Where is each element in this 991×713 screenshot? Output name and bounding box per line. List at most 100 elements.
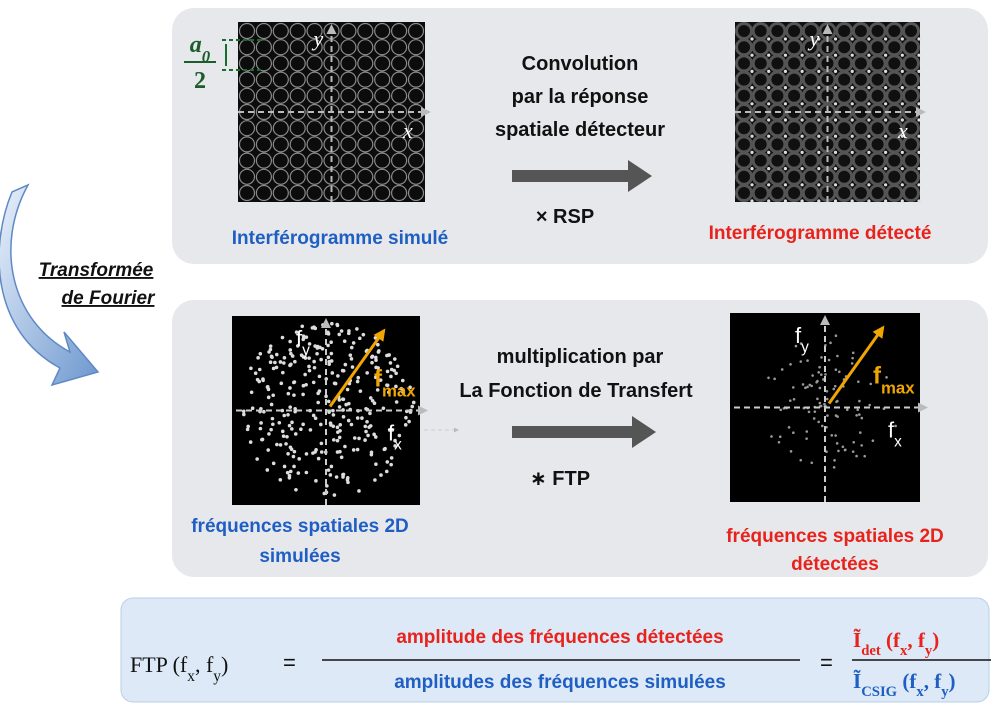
fringe-dot <box>901 183 904 186</box>
frequency-dot <box>261 379 265 383</box>
fringe-dot <box>901 86 904 89</box>
frequency-dot <box>312 325 316 329</box>
frequency-dot <box>290 421 294 425</box>
fringe-dot <box>767 151 770 154</box>
fringe-dot <box>767 135 770 138</box>
fringe-dot <box>917 199 920 202</box>
frequency-dot <box>302 334 306 338</box>
frequency-dot <box>352 341 356 345</box>
operation-text: multiplication par <box>497 346 664 368</box>
frequency-dot <box>389 463 393 467</box>
fringe-dot <box>851 151 854 154</box>
frequency-dot <box>290 427 294 431</box>
frequency-dot <box>370 361 374 365</box>
frequency-dot <box>255 457 259 461</box>
subscript: y <box>302 342 310 359</box>
frequency-dot <box>820 373 823 376</box>
frequency-dot <box>338 423 342 427</box>
frequency-dot <box>292 465 296 469</box>
side-label: de Fourier <box>62 288 157 309</box>
fringe-dot <box>834 151 837 154</box>
fringe-dot <box>801 37 804 40</box>
fringe-dot <box>784 135 787 138</box>
fringe-dot <box>767 54 770 57</box>
frequency-dot <box>301 393 305 397</box>
fringe-dot <box>867 167 870 170</box>
frequency-dot <box>266 468 270 472</box>
fringe-dot <box>750 183 753 186</box>
axis-label: y <box>808 26 820 51</box>
fringe-dot <box>851 70 854 73</box>
fringe-dot <box>834 199 837 202</box>
frequency-dot <box>338 398 342 402</box>
frequency-dot <box>282 361 286 365</box>
frequency-dot <box>364 430 368 434</box>
frequency-dot <box>767 376 770 379</box>
frequency-dot <box>788 426 791 429</box>
frequency-dot <box>386 370 390 374</box>
fringe-dot <box>817 135 820 138</box>
frequency-dot <box>404 416 408 420</box>
frequency-dot <box>336 426 340 430</box>
fringe-dot <box>750 102 753 105</box>
frequency-dot <box>860 417 863 420</box>
frequency-dot <box>283 356 287 360</box>
frequency-dot <box>370 451 374 455</box>
frequency-dot <box>309 428 313 432</box>
frequency-dot <box>266 448 270 452</box>
fringe-dot <box>784 151 787 154</box>
frequency-dot <box>256 356 260 360</box>
frequency-dot <box>395 400 399 404</box>
frequency-dot <box>799 360 802 363</box>
frequency-dot <box>832 388 835 391</box>
operation-text: par la réponse <box>512 86 649 108</box>
fringe-dot <box>817 183 820 186</box>
frequency-dot <box>789 399 792 402</box>
frequency-dot <box>303 373 307 377</box>
frequency-dot <box>338 436 342 440</box>
fringe-dot <box>784 86 787 89</box>
frequency-dot <box>823 403 826 406</box>
fringe-dot <box>817 54 820 57</box>
frequency-dot <box>357 489 361 493</box>
frequency-dot <box>814 410 817 413</box>
frequency-dot <box>365 420 369 424</box>
frequency-dot <box>868 404 871 407</box>
fringe-dot <box>767 70 770 73</box>
fringe-dot <box>917 70 920 73</box>
frequency-dot <box>293 450 297 454</box>
frequency-dot <box>778 441 781 444</box>
frequency-dot <box>834 385 837 388</box>
fringe-dot <box>867 102 870 105</box>
frequency-dot <box>288 405 292 409</box>
fringe-dot <box>901 151 904 154</box>
frequency-dot <box>279 478 283 482</box>
frequency-dot <box>319 358 323 362</box>
fringe-dot <box>784 70 787 73</box>
frequency-dot <box>287 392 291 396</box>
text-part: Ĩ <box>853 628 861 652</box>
frequency-dot <box>340 455 344 459</box>
frequency-dot <box>320 450 324 454</box>
frequency-dot <box>267 396 271 400</box>
equals: = <box>820 650 833 675</box>
fringe-dot <box>767 118 770 121</box>
frequency-dot <box>336 430 340 434</box>
frequency-dot <box>273 361 277 365</box>
fringe-dot <box>784 199 787 202</box>
fringe-dot <box>884 135 887 138</box>
frequency-dot <box>242 409 246 413</box>
fringe-dot <box>767 199 770 202</box>
fringe-dot <box>917 118 920 121</box>
subscript: x <box>894 433 902 450</box>
fringe-dot <box>817 199 820 202</box>
text-part: , f <box>924 669 943 693</box>
frequency-dot <box>851 362 854 365</box>
frequency-dot <box>781 368 784 371</box>
fringe-dot <box>917 54 920 57</box>
frequency-dot <box>267 388 271 392</box>
frequency-dot <box>288 340 292 344</box>
frequency-dot <box>242 413 246 417</box>
fringe-dot <box>817 86 820 89</box>
frequency-dot <box>319 423 323 427</box>
